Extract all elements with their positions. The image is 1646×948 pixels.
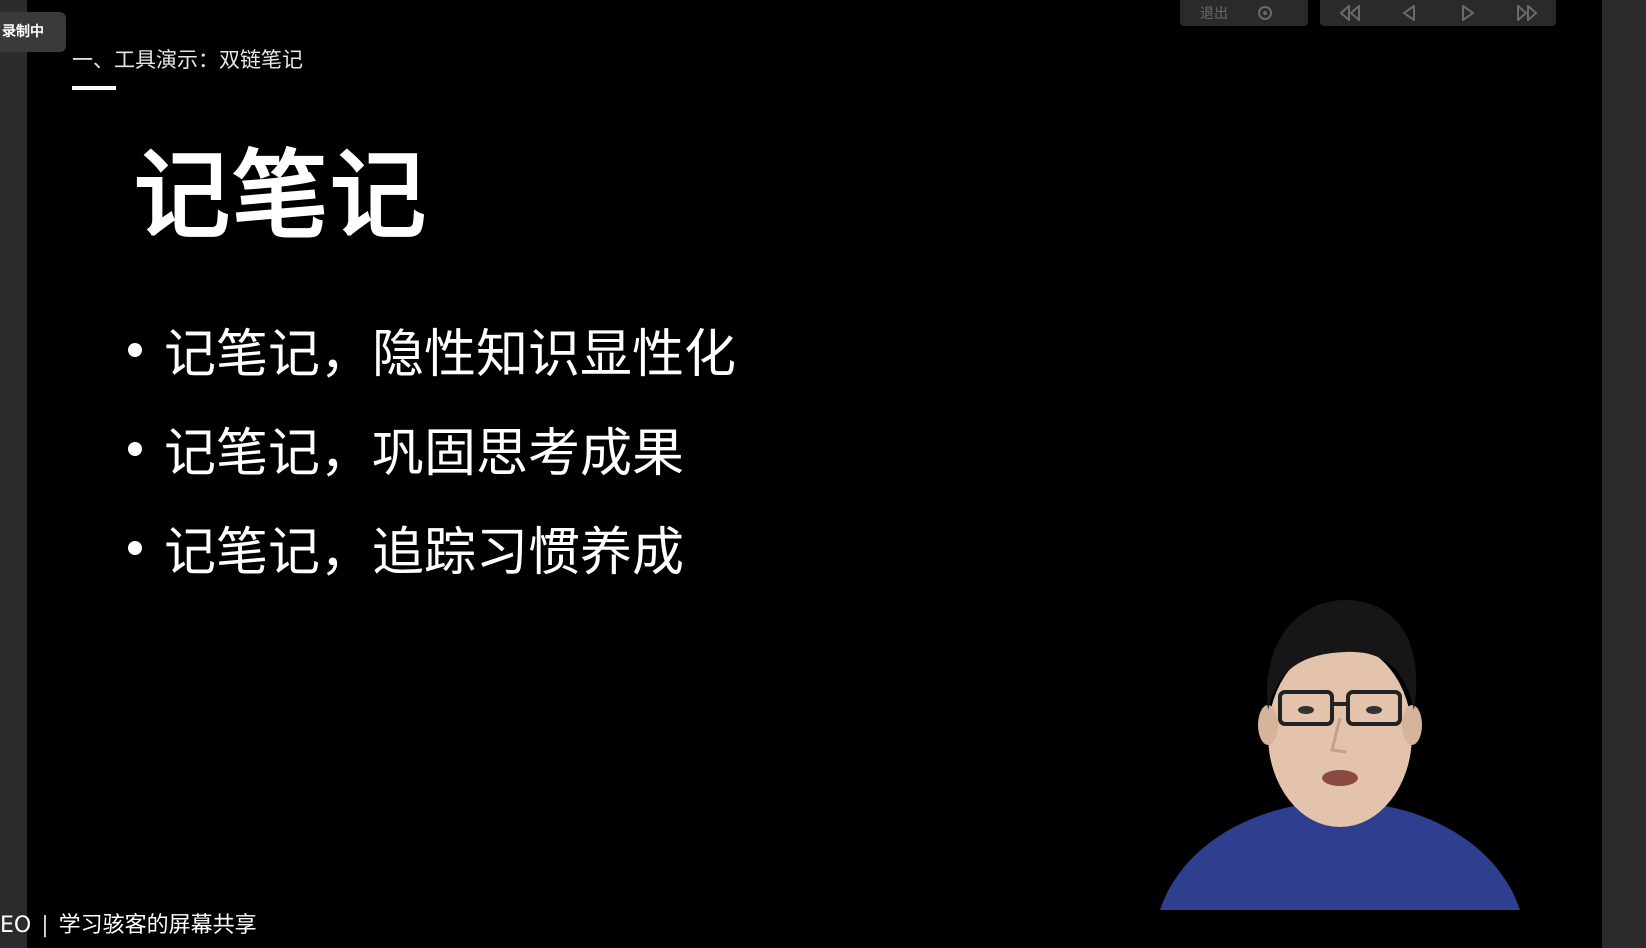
skip-back-icon[interactable]	[1335, 1, 1365, 25]
recording-badge: 录制中	[0, 12, 66, 52]
right-edge-bar	[1602, 0, 1646, 948]
presenter-illustration	[1160, 600, 1520, 910]
share-prefix: EO	[0, 913, 32, 938]
bullet-dot	[128, 342, 142, 357]
slide-title: 记笔记	[134, 140, 428, 252]
left-edge-bar	[0, 0, 27, 948]
play-icon[interactable]	[1453, 1, 1483, 25]
presenter-webcam-overlay	[1150, 600, 1530, 910]
bullet-dot	[128, 441, 142, 456]
section-title: 一、工具演示：双链笔记	[72, 48, 303, 72]
bullet-text: 记笔记，隐性知识显性化	[164, 325, 737, 385]
section-underline	[72, 86, 116, 90]
presentation-exit-toolbar: 退出	[1180, 0, 1308, 26]
share-separator: |	[41, 913, 49, 938]
skip-forward-icon[interactable]	[1512, 1, 1542, 25]
bullet-item: 记笔记，追踪习惯养成	[128, 498, 736, 597]
bullet-item: 记笔记，巩固思考成果	[128, 399, 736, 498]
gear-icon[interactable]	[1250, 1, 1280, 25]
bullet-list: 记笔记，隐性知识显性化 记笔记，巩固思考成果 记笔记，追踪习惯养成	[128, 300, 736, 597]
bullet-text: 记笔记，追踪习惯养成	[164, 523, 685, 583]
bullet-text: 记笔记，巩固思考成果	[164, 424, 685, 484]
screen-share-label: EO | 学习骇客的屏幕共享	[0, 908, 257, 944]
share-owner-label: 学习骇客的屏幕共享	[58, 913, 257, 938]
bullet-dot	[128, 540, 142, 555]
exit-button[interactable]: 退出	[1200, 6, 1228, 22]
presentation-nav-toolbar	[1320, 0, 1556, 26]
prev-icon[interactable]	[1394, 1, 1424, 25]
bullet-item: 记笔记，隐性知识显性化	[128, 300, 736, 399]
